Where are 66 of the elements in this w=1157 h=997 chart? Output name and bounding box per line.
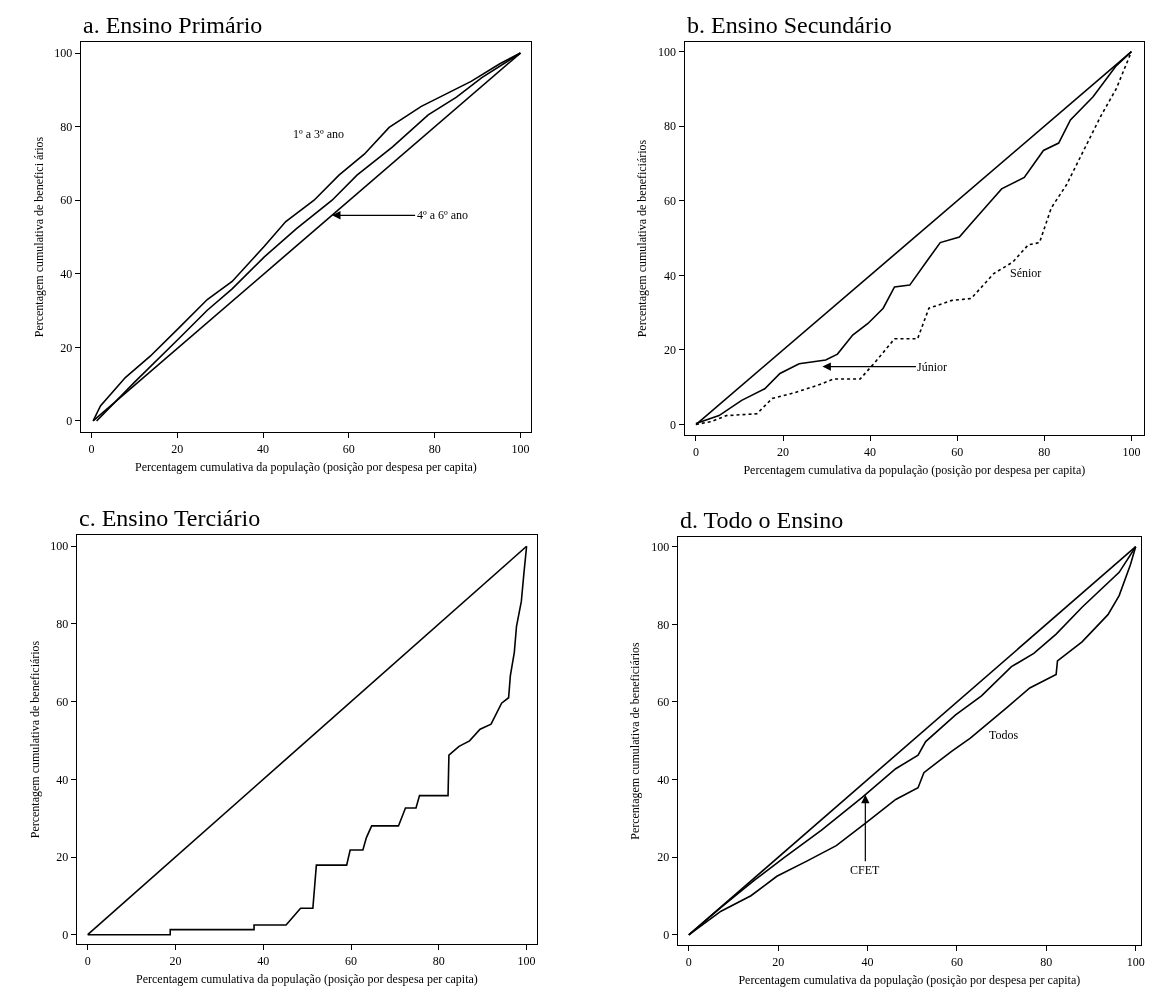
x-tick-label: 80 xyxy=(1040,954,1053,969)
x-tick-label: 0 xyxy=(692,444,699,459)
y-tick-label: 60 xyxy=(56,694,69,709)
x-tick-label: 40 xyxy=(864,444,877,459)
x-axis-title: Percentagem cumulativa da população (posição por despesa per capita) xyxy=(136,972,478,987)
y-tick-label: 80 xyxy=(60,119,73,134)
x-tick-label: 40 xyxy=(861,954,874,969)
y-tick-label: 80 xyxy=(664,119,677,134)
chart-title: c. Ensino Terciário xyxy=(79,505,261,531)
x-tick-label: 100 xyxy=(517,953,536,968)
x-tick-label: 60 xyxy=(951,444,964,459)
x-tick-label: 40 xyxy=(257,441,270,456)
y-tick-label: 40 xyxy=(657,772,670,787)
x-axis-title: Percentagem cumulativa da população (posição por despesa per capita) xyxy=(738,973,1081,988)
y-axis-title: Percentagem cumulativa de beneficiários xyxy=(635,139,650,338)
chart-title: a. Ensino Primário xyxy=(83,12,263,38)
y-tick-label: 40 xyxy=(664,268,677,283)
x-tick-label: 60 xyxy=(950,954,963,969)
x-tick-label: 20 xyxy=(772,954,785,969)
y-tick-label: 40 xyxy=(56,772,69,787)
y-tick-label: 40 xyxy=(60,266,73,281)
y-tick-label: 20 xyxy=(657,850,670,865)
y-tick-label: 0 xyxy=(663,928,670,943)
y-tick-label: 0 xyxy=(62,927,69,942)
y-tick-label: 60 xyxy=(657,695,670,710)
y-tick-label: 20 xyxy=(664,343,677,358)
annotation: Todos xyxy=(989,728,1019,742)
x-tick-label: 60 xyxy=(342,441,355,456)
y-tick-label: 80 xyxy=(56,617,69,632)
x-tick-label: 100 xyxy=(1126,954,1145,969)
y-tick-label: 100 xyxy=(54,46,73,61)
chart-title: b. Ensino Secundário xyxy=(687,12,892,38)
x-tick-label: 0 xyxy=(685,954,692,969)
y-tick-label: 80 xyxy=(657,617,670,632)
y-tick-label: 100 xyxy=(651,539,670,554)
x-tick-label: 40 xyxy=(257,953,270,968)
x-tick-label: 100 xyxy=(1122,444,1141,459)
x-tick-label: 20 xyxy=(777,444,790,459)
x-tick-label: 0 xyxy=(88,441,95,456)
x-tick-label: 80 xyxy=(1038,444,1051,459)
y-axis-title: Percentagem cumulativa de beneficiários xyxy=(27,640,42,839)
y-tick-label: 100 xyxy=(50,539,69,554)
y-tick-label: 60 xyxy=(60,193,73,208)
y-tick-label: 60 xyxy=(664,194,677,209)
x-axis-title: Percentagem cumulativa da população (posição por despesa per capita) xyxy=(743,463,1086,478)
x-tick-label: 80 xyxy=(432,953,445,968)
y-tick-label: 100 xyxy=(658,44,677,59)
y-tick-label: 0 xyxy=(66,414,73,429)
y-tick-label: 20 xyxy=(60,340,73,355)
annotation: Sénior xyxy=(1010,266,1042,280)
annotation: 1º a 3º ano xyxy=(293,127,345,141)
y-axis-title: Percentagem cumulativa de beneficiários xyxy=(628,641,643,840)
x-tick-label: 100 xyxy=(511,441,530,456)
y-tick-label: 0 xyxy=(670,417,677,432)
annotation: CFET xyxy=(850,863,881,877)
annotation: 4º a 6º ano xyxy=(417,208,469,222)
x-tick-label: 20 xyxy=(171,441,184,456)
x-tick-label: 80 xyxy=(428,441,441,456)
x-tick-label: 0 xyxy=(84,953,91,968)
x-tick-label: 60 xyxy=(345,953,358,968)
y-tick-label: 20 xyxy=(56,850,69,865)
chart-title: d. Todo o Ensino xyxy=(680,507,844,533)
x-tick-label: 20 xyxy=(169,953,182,968)
annotation: Júnior xyxy=(917,360,947,374)
y-axis-title: Percentagem cumulativa de benefici ários xyxy=(31,136,46,338)
x-axis-title: Percentagem cumulativa da população (posição por despesa per capita) xyxy=(135,460,477,475)
